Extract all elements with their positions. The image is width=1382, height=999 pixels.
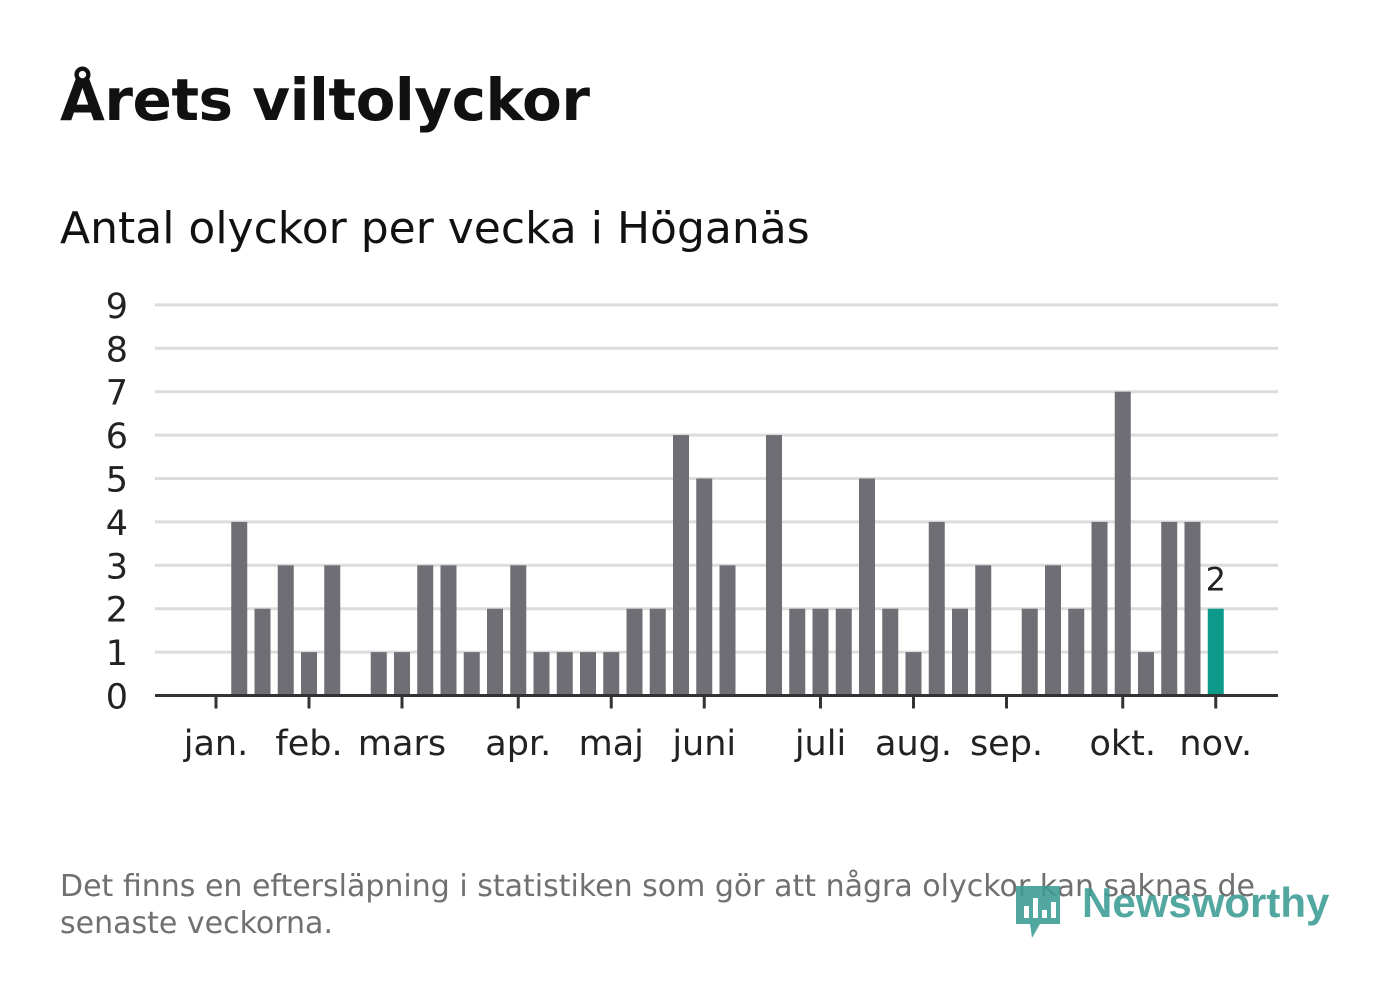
x-tick-label-7: aug. bbox=[875, 724, 952, 764]
bar-week-3 bbox=[254, 608, 271, 696]
bars bbox=[231, 391, 1224, 696]
y-tick-label-1: 1 bbox=[106, 634, 128, 674]
bar-week-2 bbox=[231, 521, 248, 696]
bar-week-28 bbox=[835, 608, 852, 696]
newsworthy-logo-icon bbox=[1016, 886, 1060, 938]
bar-week-12 bbox=[463, 652, 480, 696]
bar-week-19 bbox=[626, 608, 643, 696]
bar-week-16 bbox=[556, 652, 573, 696]
bar-week-20 bbox=[649, 608, 666, 696]
newsworthy-logo: Newsworthy bbox=[1010, 879, 1330, 942]
bar-week-42 bbox=[1161, 521, 1178, 696]
y-tick-label-4: 4 bbox=[106, 504, 128, 544]
y-tick-label-2: 2 bbox=[106, 591, 128, 631]
bar-week-27 bbox=[812, 608, 829, 696]
x-tick-label-8: sep. bbox=[970, 724, 1043, 764]
bar-week-14 bbox=[510, 565, 527, 696]
x-tick-label-9: okt. bbox=[1089, 724, 1156, 764]
y-tick-label-3: 3 bbox=[106, 547, 128, 587]
bar-week-15 bbox=[533, 652, 550, 696]
bar-week-13 bbox=[487, 608, 503, 696]
bar-week-41 bbox=[1138, 652, 1154, 696]
x-axis-ticks bbox=[214, 695, 1218, 709]
x-tick-label-0: jan. bbox=[183, 724, 248, 764]
bar-week-32 bbox=[928, 521, 945, 696]
chart-subtitle: Antal olyckor per vecka i Höganäs bbox=[60, 203, 810, 254]
bar-week-29 bbox=[859, 478, 875, 696]
x-tick-label-4: maj bbox=[579, 724, 644, 764]
x-tick-label-1: feb. bbox=[275, 724, 342, 764]
newsworthy-logo-text: Newsworthy bbox=[1082, 879, 1330, 926]
bar-week-30 bbox=[882, 608, 899, 696]
bar-week-8 bbox=[370, 652, 387, 696]
bar-week-23 bbox=[719, 565, 736, 696]
bar-week-25 bbox=[766, 435, 782, 696]
chart-title: Årets viltolyckor bbox=[60, 66, 590, 134]
x-tick-label-5: juni bbox=[671, 724, 736, 764]
bar-week-10 bbox=[417, 565, 434, 696]
y-tick-label-8: 8 bbox=[106, 330, 128, 370]
bar-week-31 bbox=[905, 652, 922, 696]
bar-week-21 bbox=[673, 435, 689, 696]
bar-week-36 bbox=[1021, 608, 1038, 696]
y-tick-label-7: 7 bbox=[106, 374, 128, 414]
y-tick-label-9: 9 bbox=[106, 287, 128, 327]
bar-week-6 bbox=[324, 565, 341, 696]
bar-week-9 bbox=[394, 652, 410, 696]
y-tick-label-5: 5 bbox=[106, 461, 128, 501]
bar-week-44 bbox=[1207, 608, 1224, 696]
bar-week-38 bbox=[1068, 608, 1085, 696]
x-tick-label-10: nov. bbox=[1179, 724, 1252, 764]
x-tick-label-2: mars bbox=[358, 724, 446, 764]
bar-week-4 bbox=[277, 565, 294, 696]
bar-week-43 bbox=[1184, 521, 1201, 696]
bar-week-33 bbox=[952, 608, 968, 696]
x-tick-label-3: apr. bbox=[485, 724, 551, 764]
bar-week-17 bbox=[580, 652, 596, 696]
data-label-latest-week: 2 bbox=[1206, 561, 1226, 599]
bar-week-5 bbox=[301, 652, 317, 696]
bar-week-11 bbox=[440, 565, 457, 696]
y-tick-label-6: 6 bbox=[106, 417, 128, 457]
bar-week-37 bbox=[1045, 565, 1061, 696]
bar-week-40 bbox=[1114, 391, 1131, 696]
x-tick-label-6: juli bbox=[794, 724, 846, 764]
x-axis-month-labels: jan. feb. mars apr. maj juni juli aug. sep. okt. n… bbox=[183, 724, 1252, 764]
grid-lines bbox=[155, 303, 1278, 654]
bar-week-18 bbox=[603, 652, 620, 696]
bar-week-26 bbox=[789, 608, 806, 696]
bar-week-39 bbox=[1091, 521, 1108, 696]
bar-week-22 bbox=[696, 478, 713, 696]
y-tick-label-0: 0 bbox=[106, 678, 128, 718]
bar-week-34 bbox=[975, 565, 992, 696]
